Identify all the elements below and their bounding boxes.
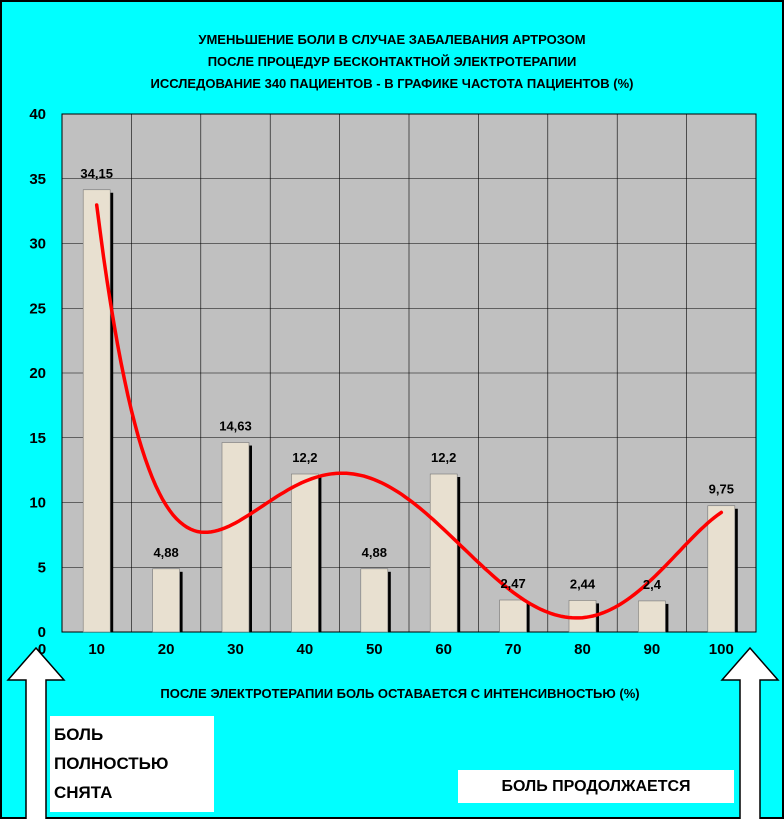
x-tick-label: 90 — [644, 641, 661, 658]
x-tick-label: 30 — [227, 641, 244, 658]
arrow-right-icon — [720, 646, 780, 819]
data-label: 4,88 — [153, 545, 178, 560]
x-tick-label: 100 — [709, 641, 734, 658]
data-label: 34,15 — [80, 166, 113, 181]
data-label: 4,88 — [362, 545, 387, 560]
data-label: 14,63 — [219, 419, 252, 434]
y-tick-label: 10 — [29, 495, 46, 512]
bar — [429, 473, 458, 633]
bar — [152, 568, 180, 633]
pain-removed-line-3: СНЯТА — [54, 783, 113, 802]
x-tick-label: 60 — [435, 641, 452, 658]
bar — [638, 600, 666, 633]
bar — [291, 473, 319, 633]
y-tick-label: 30 — [29, 236, 46, 253]
y-tick-label: 40 — [29, 106, 46, 123]
bar — [360, 568, 389, 633]
chart-title-line: ПОСЛЕ ПРОЦЕДУР БЕСКОНТАКТНОЙ ЭЛЕКТРОТЕРА… — [208, 54, 577, 69]
pain-removed-box: БОЛЬ ПОЛНОСТЬЮ СНЯТА — [50, 716, 214, 812]
trend-line — [94, 203, 724, 620]
x-tick-label: 40 — [297, 641, 314, 658]
arrow-left-icon — [6, 646, 66, 819]
data-label: 12,2 — [431, 450, 456, 465]
bar — [82, 189, 111, 633]
pain-removed-line-2: ПОЛНОСТЬЮ — [54, 754, 169, 773]
data-label: 2,4 — [643, 577, 662, 592]
data-label: 2,44 — [570, 576, 596, 591]
data-label: 9,75 — [709, 482, 734, 497]
chart-title-line: УМЕНЬШЕНИЕ БОЛИ В СЛУЧАЕ ЗАБАЛЕВАНИЯ АРТ… — [198, 32, 585, 47]
bar — [707, 505, 736, 633]
y-tick-label: 35 — [29, 171, 46, 188]
pain-removed-line-1: БОЛЬ — [54, 725, 104, 744]
data-label: 12,2 — [292, 450, 317, 465]
bar — [499, 599, 527, 633]
x-tick-label: 20 — [158, 641, 175, 658]
data-label: 2,47 — [500, 576, 525, 591]
chart-title-line: ИССЛЕДОВАНИЕ 340 ПАЦИЕНТОВ - В ГРАФИКЕ Ч… — [150, 76, 633, 91]
bar — [221, 442, 250, 633]
y-tick-label: 20 — [29, 365, 46, 382]
x-origin-label: 0 — [38, 641, 46, 658]
x-tick-label: 70 — [505, 641, 522, 658]
y-tick-label: 15 — [29, 430, 46, 447]
y-tick-label: 0 — [38, 624, 46, 641]
x-tick-label: 10 — [88, 641, 105, 658]
x-tick-label: 50 — [366, 641, 383, 658]
x-axis-label: ПОСЛЕ ЭЛЕКТРОТЕРАПИИ БОЛЬ ОСТАВАЕТСЯ С И… — [160, 686, 639, 701]
x-tick-label: 80 — [574, 641, 591, 658]
pain-continues-box: БОЛЬ ПРОДОЛЖАЕТСЯ — [458, 770, 734, 803]
y-tick-label: 25 — [29, 300, 46, 317]
y-tick-label: 5 — [38, 559, 46, 576]
